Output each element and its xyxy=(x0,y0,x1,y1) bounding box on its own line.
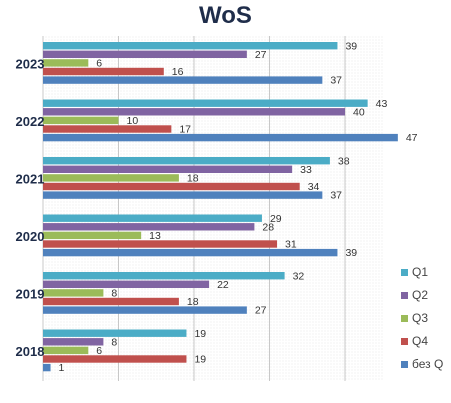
data-label: 18 xyxy=(187,296,199,308)
bar xyxy=(43,76,323,84)
legend-swatch xyxy=(401,361,408,368)
data-label: 37 xyxy=(330,75,342,87)
data-label: 28 xyxy=(262,221,274,233)
bar xyxy=(43,174,179,182)
legend-label: Q2 xyxy=(412,288,428,302)
category-label: 2020 xyxy=(16,229,45,244)
data-label: 10 xyxy=(127,115,139,127)
bar xyxy=(43,355,187,363)
legend-swatch xyxy=(401,292,408,299)
category-label: 2023 xyxy=(16,57,45,72)
bar xyxy=(43,280,210,288)
data-label: 27 xyxy=(255,49,267,61)
data-label: 22 xyxy=(217,279,229,291)
data-labels: 3927616374340101747383318343729281331393… xyxy=(59,40,418,374)
legend-label: без Q xyxy=(412,357,443,371)
bar xyxy=(43,191,323,199)
bar xyxy=(43,338,104,346)
legend-swatch xyxy=(401,338,408,345)
bar xyxy=(43,133,398,142)
legend-label: Q4 xyxy=(412,334,428,348)
data-label: 39 xyxy=(345,40,357,52)
data-label: 18 xyxy=(187,173,199,185)
data-label: 31 xyxy=(285,239,297,251)
bar xyxy=(43,346,89,355)
data-label: 39 xyxy=(345,247,357,259)
data-label: 32 xyxy=(293,270,305,282)
data-label: 27 xyxy=(255,305,267,317)
bar xyxy=(43,42,338,50)
bar xyxy=(43,329,187,337)
data-label: 8 xyxy=(111,288,117,300)
bar xyxy=(43,157,330,165)
bar xyxy=(43,223,255,231)
data-label: 6 xyxy=(96,345,102,357)
data-label: 13 xyxy=(149,230,161,242)
bar xyxy=(43,240,278,248)
bar xyxy=(43,67,164,76)
data-label: 16 xyxy=(172,66,184,78)
category-label: 2021 xyxy=(16,172,45,187)
bar xyxy=(43,289,104,297)
data-label: 38 xyxy=(338,155,350,167)
legend-label: Q1 xyxy=(412,265,428,279)
data-label: 17 xyxy=(179,124,191,136)
data-label: 43 xyxy=(376,98,388,110)
data-label: 40 xyxy=(353,106,365,118)
bar xyxy=(43,306,247,314)
legend-label: Q3 xyxy=(412,311,428,325)
bar xyxy=(43,165,293,173)
bar xyxy=(43,125,172,133)
category-label: 2022 xyxy=(16,114,45,129)
data-label: 29 xyxy=(270,213,282,225)
data-label: 6 xyxy=(96,58,102,70)
plot-area xyxy=(43,36,383,381)
bar xyxy=(43,59,89,67)
data-label: 33 xyxy=(300,164,312,176)
bar xyxy=(43,231,142,240)
bar xyxy=(43,99,368,107)
bar xyxy=(43,248,338,257)
bar xyxy=(43,214,262,222)
bar xyxy=(43,272,285,280)
data-label: 19 xyxy=(194,328,206,340)
category-label: 2018 xyxy=(16,344,45,359)
bar xyxy=(43,116,119,125)
data-label: 1 xyxy=(59,362,65,374)
data-label: 37 xyxy=(330,190,342,202)
bar xyxy=(43,297,179,306)
chart-title: WoS xyxy=(199,2,252,29)
bar xyxy=(43,182,300,191)
category-label: 2019 xyxy=(16,287,45,302)
data-label: 8 xyxy=(111,336,117,348)
bar xyxy=(43,363,51,372)
data-label: 19 xyxy=(194,354,206,366)
bar xyxy=(43,50,247,58)
bar xyxy=(43,108,345,116)
data-label: 47 xyxy=(406,132,418,144)
gridlines xyxy=(42,36,346,381)
legend: Q1 Q2 Q3 Q4 без Q xyxy=(401,265,443,371)
category-labels: 2023 2022 2021 2020 2019 2018 xyxy=(16,57,45,360)
legend-swatch xyxy=(401,315,408,322)
legend-swatch xyxy=(401,269,408,276)
data-label: 34 xyxy=(308,181,320,193)
bars xyxy=(43,42,398,372)
